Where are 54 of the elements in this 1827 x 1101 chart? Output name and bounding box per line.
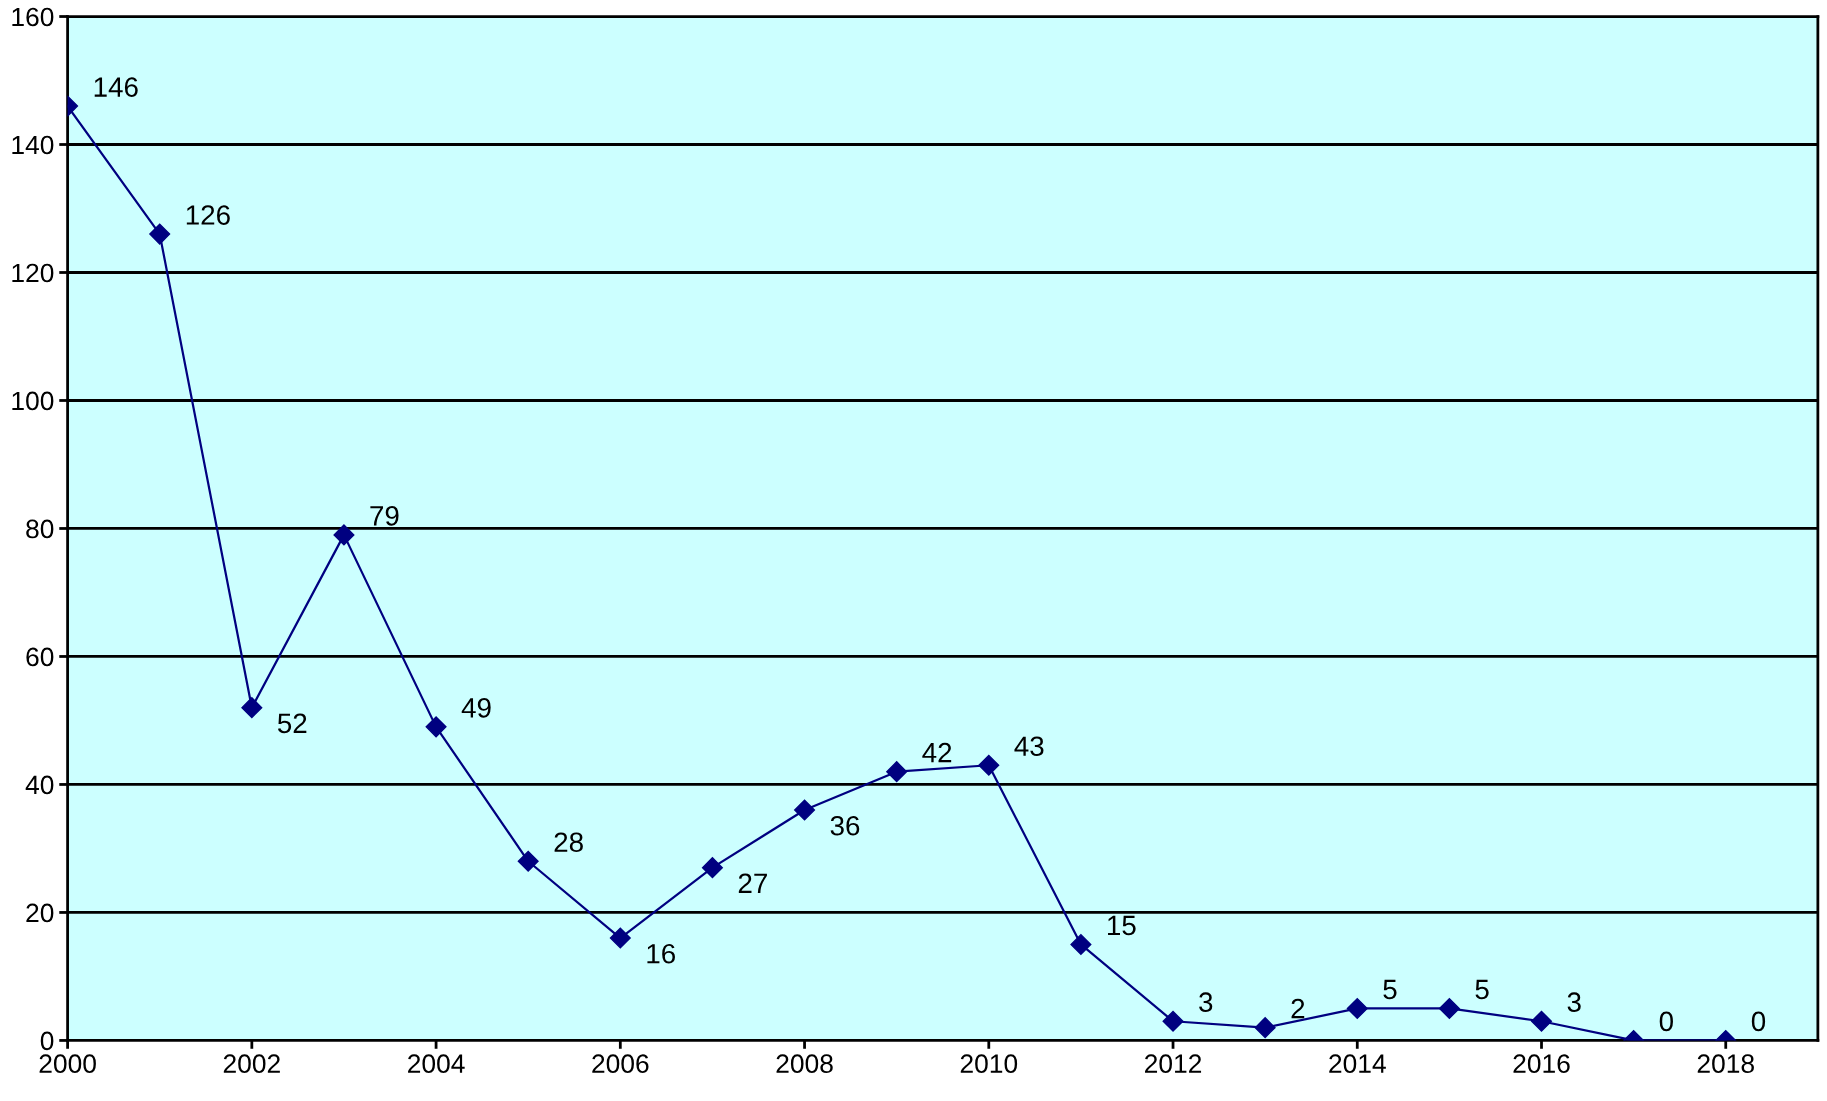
data-label: 49: [461, 697, 491, 718]
data-label: 0: [1659, 1011, 1673, 1032]
y-tick-label: 120: [12, 263, 54, 283]
data-label: 28: [554, 832, 583, 853]
y-tick-label: 160: [12, 7, 54, 27]
x-tick-label: 2006: [592, 1054, 649, 1074]
data-label: 3: [1199, 992, 1213, 1013]
y-tick-label: 60: [26, 647, 54, 667]
data-label: 79: [370, 506, 399, 526]
x-tick-label: 2018: [1697, 1054, 1754, 1074]
x-tick-label: 2012: [1145, 1054, 1202, 1074]
point: [333, 524, 355, 546]
data-label: 146: [94, 77, 138, 97]
data-label: 5: [1475, 979, 1489, 1000]
y-tick-label: 20: [26, 903, 54, 923]
x-tick-label: 2014: [1329, 1054, 1386, 1074]
point: [701, 857, 723, 879]
point: [886, 761, 908, 783]
data-label: 126: [186, 205, 230, 225]
y-tick-label: 140: [12, 135, 54, 155]
y-tick-label: 0: [40, 1031, 54, 1051]
point: [517, 850, 539, 872]
point: [1530, 1010, 1553, 1032]
point: [425, 716, 447, 738]
point: [609, 927, 631, 949]
data-label: 2: [1291, 998, 1305, 1019]
x-tick-label: 2010: [960, 1054, 1018, 1074]
y-tick-label: 40: [25, 775, 54, 795]
point: [1162, 1010, 1184, 1032]
point: [1254, 1017, 1276, 1039]
point: [241, 697, 263, 719]
data-label: 36: [830, 815, 860, 836]
data-label: 5: [1383, 979, 1397, 1000]
x-tick-label: 2008: [776, 1054, 833, 1074]
point: [149, 223, 171, 245]
x-tick-label: 2004: [408, 1054, 465, 1074]
data-label: 15: [1108, 915, 1136, 936]
y-tick-label: 100: [12, 391, 54, 411]
data-label: 27: [738, 873, 767, 893]
y-tick-label: 80: [26, 519, 54, 539]
data-label: 16: [647, 943, 675, 964]
point: [794, 799, 816, 821]
data-label: 43: [1014, 736, 1044, 757]
point: [1070, 933, 1092, 955]
point: [978, 754, 1000, 776]
data-label: 0: [1751, 1011, 1766, 1032]
data-label: 52: [277, 713, 307, 734]
point: [1346, 997, 1368, 1019]
x-tick-label: 2000: [39, 1054, 96, 1074]
x-tick-label: 2016: [1513, 1054, 1570, 1074]
data-label: 3: [1567, 992, 1581, 1013]
x-tick-label: 2002: [223, 1054, 280, 1074]
point: [1438, 997, 1460, 1019]
data-label: 42: [922, 742, 952, 763]
